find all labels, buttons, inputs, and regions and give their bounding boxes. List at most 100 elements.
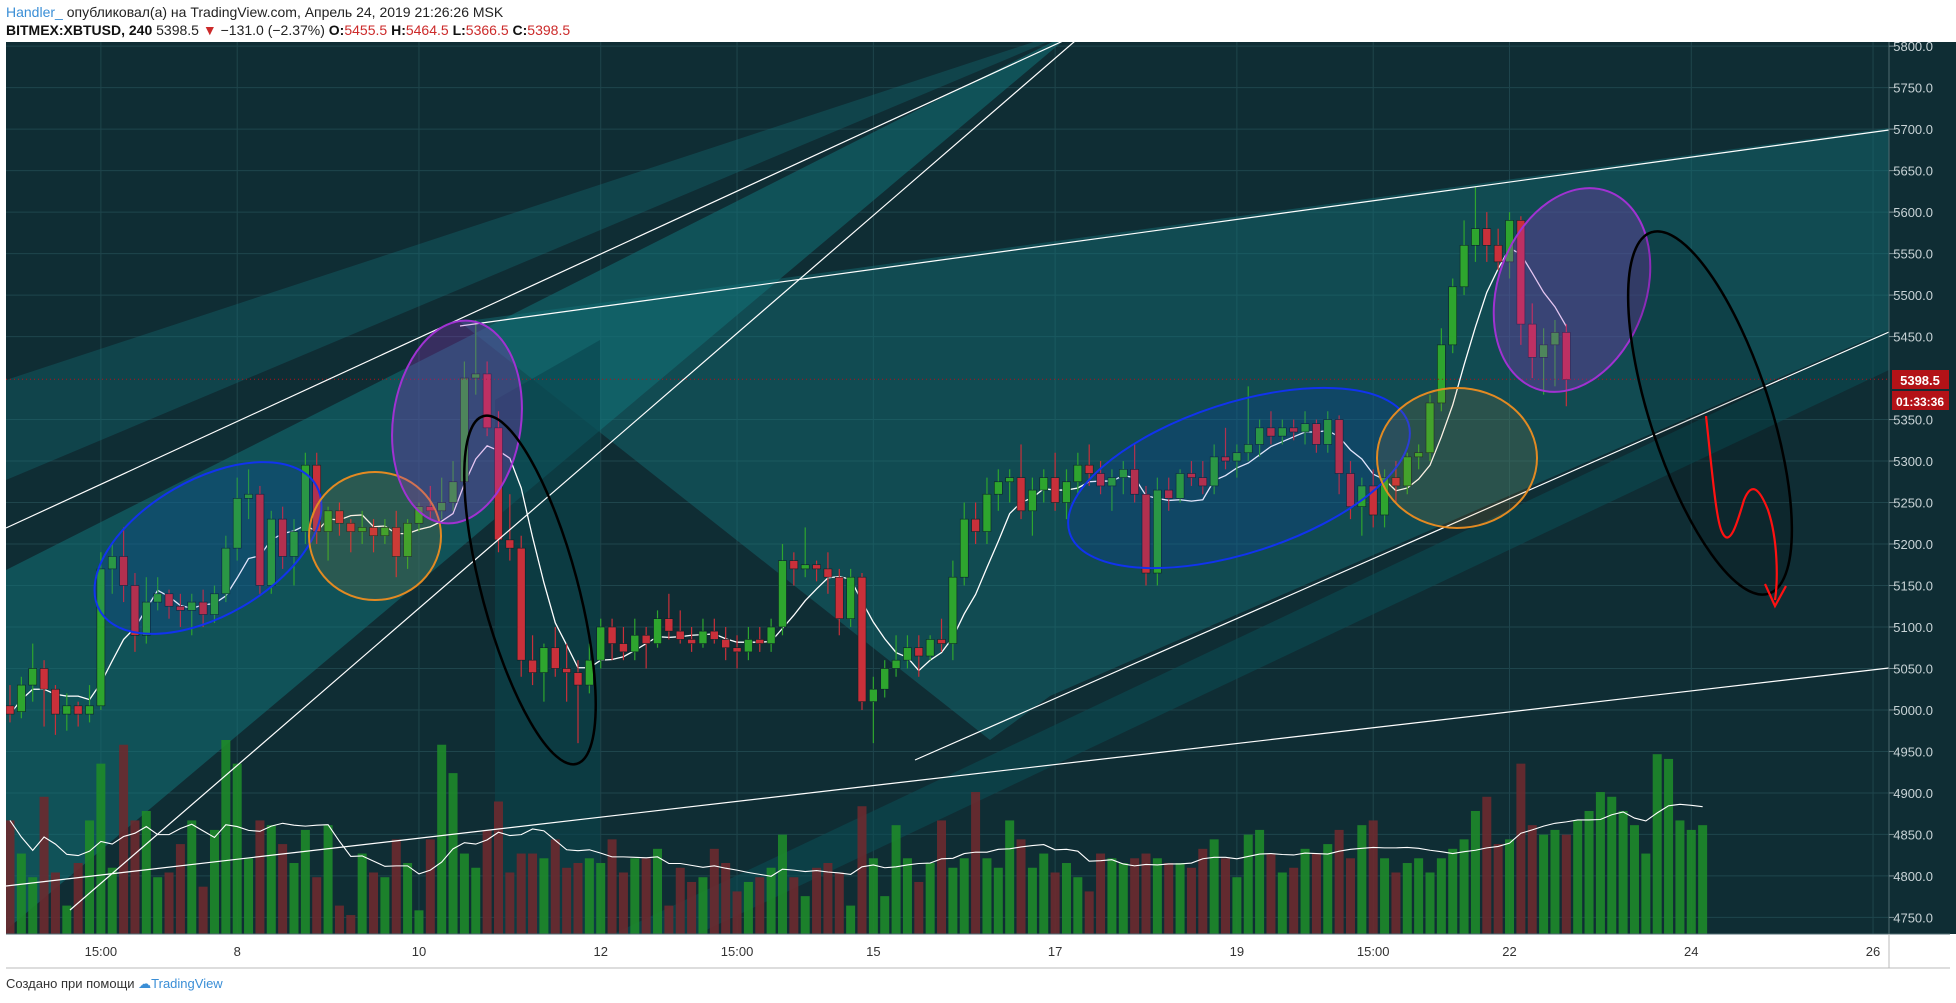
volume-bar <box>1266 853 1276 934</box>
volume-bar <box>1232 877 1242 934</box>
tradingview-logo[interactable]: TradingView <box>151 976 223 991</box>
candle <box>789 552 799 586</box>
candle <box>516 535 526 677</box>
forecast-arrow[interactable] <box>1704 415 1778 601</box>
candle-body <box>1209 456 1219 487</box>
price-tick-label: 5000.0 <box>1893 703 1933 718</box>
volume-bar <box>1539 834 1549 934</box>
candle <box>994 469 1003 511</box>
volume-bar <box>1686 829 1696 934</box>
volume-bar <box>1277 872 1287 934</box>
candle <box>153 577 162 611</box>
volume-bar <box>300 829 310 934</box>
volume-bar <box>664 905 674 934</box>
ellipse-blue-1[interactable] <box>66 427 351 670</box>
ellipse-orange-2[interactable] <box>1376 387 1538 529</box>
candle-body <box>937 639 946 644</box>
candle <box>6 685 15 723</box>
price-tick-label: 5800.0 <box>1893 40 1933 54</box>
candle-body <box>335 510 344 524</box>
volume-bar <box>187 820 197 934</box>
candle <box>301 452 310 545</box>
volume-bar <box>1425 872 1435 934</box>
candle <box>710 618 719 644</box>
time-tick-label: 10 <box>412 944 426 959</box>
candle-body <box>1471 228 1480 246</box>
candle <box>1164 477 1174 511</box>
ellipse-blue-2[interactable] <box>1047 352 1432 605</box>
candle-body <box>948 576 958 644</box>
candle <box>1243 386 1253 462</box>
price-tick-label: 5150.0 <box>1893 578 1933 593</box>
volume-bar <box>1664 758 1674 934</box>
candle <box>1289 419 1298 441</box>
candle <box>1232 444 1242 478</box>
candle-body <box>857 576 867 702</box>
candle <box>766 618 776 652</box>
symbol-label: BITMEX:XBTUSD, 240 <box>6 22 153 38</box>
candle <box>448 461 458 511</box>
volume-bar <box>1130 858 1140 934</box>
trendline-steep-lower[interactable] <box>69 40 1082 911</box>
candle <box>721 626 730 661</box>
candle <box>73 701 83 727</box>
candle-body <box>1084 464 1094 474</box>
volume-bar <box>119 744 129 934</box>
low-label: L: <box>452 22 466 38</box>
candle <box>51 685 60 735</box>
trendline-long-base[interactable] <box>6 667 1889 887</box>
ellipse-orange-1[interactable] <box>308 471 442 601</box>
footer-text: Создано при помощи <box>6 976 135 991</box>
volume-bar <box>50 872 60 934</box>
volume-bar <box>164 872 174 934</box>
countdown-value: 01:33:36 <box>1896 395 1944 409</box>
author-link[interactable]: Handler_ <box>6 4 63 20</box>
ellipse-purple-2[interactable] <box>1467 166 1678 414</box>
trendline-support[interactable] <box>914 331 1889 761</box>
candle <box>1380 469 1389 528</box>
candle-body <box>266 518 276 586</box>
candle <box>266 510 276 594</box>
price-tick-label: 4800.0 <box>1893 869 1933 884</box>
time-tick-label: 15:00 <box>85 944 118 959</box>
volume-bar <box>834 872 844 934</box>
trendline-resistance[interactable] <box>459 129 1889 327</box>
trendline-top-steep[interactable] <box>6 40 1076 529</box>
volume-bar <box>232 763 242 934</box>
trendlines-and-annotations[interactable] <box>6 40 1889 911</box>
volume-bar <box>584 858 594 934</box>
candle-body <box>528 659 537 673</box>
candle <box>982 477 992 545</box>
candle-body <box>1187 473 1196 478</box>
volume-bar <box>812 867 822 934</box>
candle <box>369 519 378 553</box>
candle-body <box>619 643 628 653</box>
channel-drawings[interactable] <box>6 40 1889 970</box>
candle-body <box>1527 323 1537 358</box>
volume-bar <box>1141 853 1151 934</box>
volume-bar <box>1414 858 1424 934</box>
price-axis[interactable]: 5800.0 5750.0 5700.0 5650.0 5600.0 5550.0 5500… <box>1888 40 1956 934</box>
price-chart[interactable]: 5800.0 5750.0 5700.0 5650.0 5600.0 5550.0 5500… <box>0 40 1956 970</box>
candle-body <box>1050 477 1060 503</box>
candle-body <box>28 668 38 686</box>
candle <box>1493 228 1503 271</box>
ellipse-black-1[interactable] <box>437 404 623 777</box>
volume-bar <box>289 863 299 934</box>
volume-bar <box>96 763 106 934</box>
volume-bar <box>85 820 95 934</box>
tradingview-cloud-icon[interactable]: ☁ <box>138 976 152 991</box>
volume-bar <box>721 863 731 934</box>
volume-bar <box>1016 839 1026 934</box>
candle-body <box>1323 419 1333 445</box>
price-tick-label: 5650.0 <box>1893 164 1933 179</box>
candle <box>903 635 912 669</box>
time-axis[interactable]: 15:00 8 10 12 15:00 15 17 19 15:00 22 24 26 <box>6 933 1950 970</box>
volume-bar <box>39 796 49 934</box>
candle-body <box>1402 456 1412 487</box>
candle-body <box>62 705 72 715</box>
candle <box>1016 444 1026 520</box>
ellipse-purple-1[interactable] <box>379 312 534 532</box>
volume-bar <box>618 872 628 934</box>
volume-bar <box>1005 820 1015 934</box>
